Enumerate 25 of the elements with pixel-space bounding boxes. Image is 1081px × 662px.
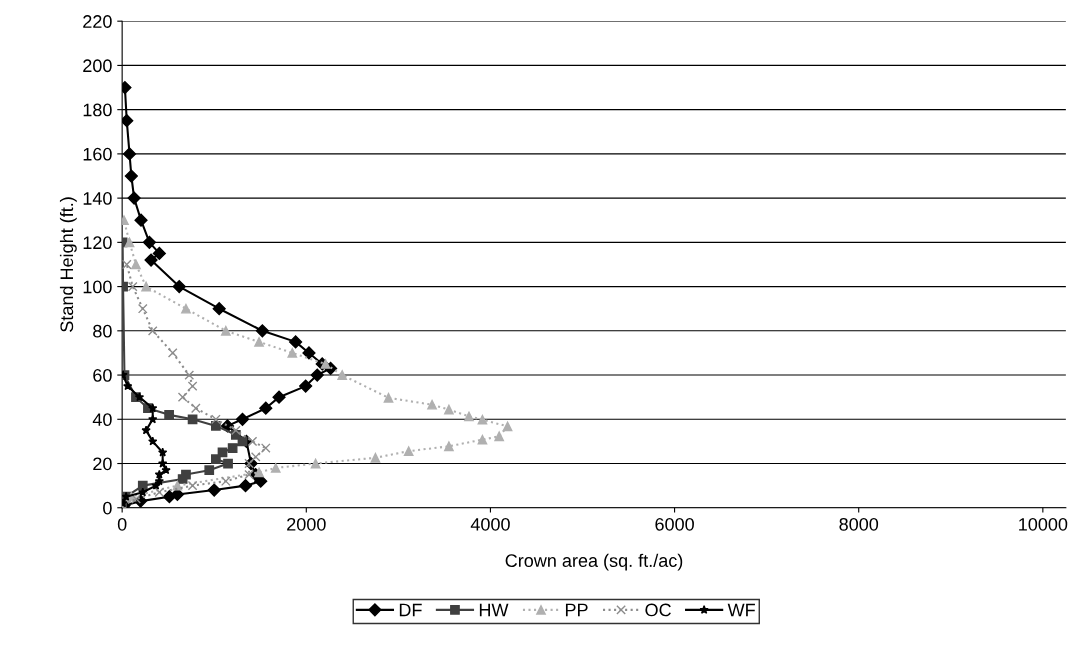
y-tick-label: 20 [93, 457, 112, 471]
y-tick-label: 220 [83, 15, 112, 28]
legend-label: HW [479, 603, 509, 617]
legend-label: OC [645, 603, 671, 617]
legend-label: WF [727, 603, 755, 617]
y-axis-title: Stand Height (ft.) [59, 197, 77, 332]
x-tick-label: 2000 [287, 517, 326, 531]
x-tick-label: 6000 [655, 517, 694, 531]
y-tick-label: 200 [83, 59, 112, 73]
legend-label: PP [565, 603, 588, 617]
x-tick-label: 10000 [1019, 517, 1068, 531]
y-tick-label: 80 [93, 324, 112, 338]
x-tick-label: 8000 [839, 517, 879, 531]
y-tick-label: 40 [92, 413, 112, 427]
x-tick-label: 4000 [470, 517, 510, 531]
y-tick-label: 120 [83, 236, 112, 250]
x-axis-title: Crown area (sq. ft./ac) [505, 553, 683, 571]
y-tick-label: 60 [93, 368, 112, 382]
y-tick-label: 180 [83, 103, 112, 117]
legend-label: DF [399, 603, 422, 617]
y-tick-label: 140 [83, 192, 112, 205]
y-tick-label: 100 [83, 280, 112, 294]
y-tick-label: 0 [103, 501, 112, 515]
x-tick-label: 0 [117, 517, 127, 531]
y-tick-label: 160 [83, 147, 112, 161]
